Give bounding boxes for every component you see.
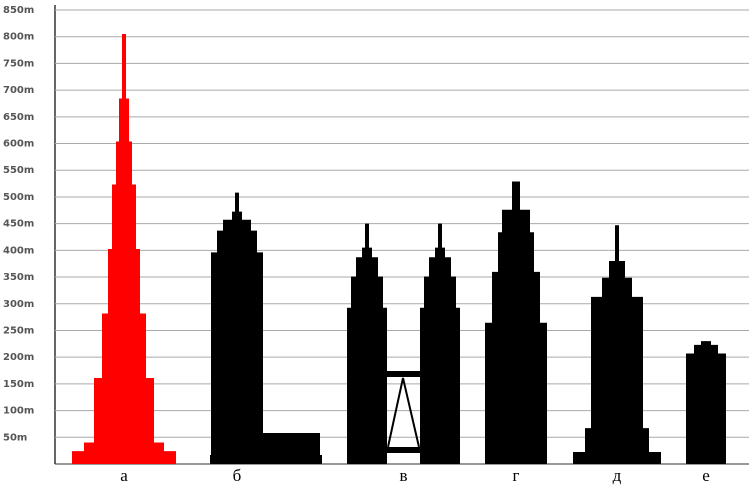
y-tick-label: 250m bbox=[3, 325, 34, 336]
x-tick-label: д bbox=[613, 466, 622, 485]
building bbox=[347, 224, 460, 464]
skybridge bbox=[385, 371, 422, 377]
chart: 50m 100m 150m 200m 250m 300m 350m 400m 450m 500m 5… bbox=[0, 0, 749, 486]
x-tick-label: а bbox=[120, 466, 128, 485]
skybridge-base bbox=[385, 447, 422, 453]
y-tick-label: 350m bbox=[3, 272, 34, 283]
y-tick-label: 50m bbox=[3, 432, 27, 443]
y-tick-label: 300m bbox=[3, 299, 34, 310]
x-tick-label: г bbox=[513, 466, 520, 485]
y-tick-label: 400m bbox=[3, 245, 34, 256]
x-tick-label: в bbox=[399, 466, 407, 485]
y-tick-label: 800m bbox=[3, 32, 34, 43]
building bbox=[686, 341, 726, 464]
y-tick-label: 750m bbox=[3, 58, 34, 69]
building bbox=[72, 34, 176, 464]
y-tick-label: 850m bbox=[3, 5, 34, 16]
y-tick-label: 700m bbox=[3, 85, 34, 96]
x-tick-label: е bbox=[702, 466, 710, 485]
y-tick-label: 450m bbox=[3, 219, 34, 230]
building bbox=[211, 193, 263, 464]
y-tick-label: 600m bbox=[3, 139, 34, 150]
skybridge-legs bbox=[388, 378, 419, 447]
y-tick-label: 150m bbox=[3, 379, 34, 390]
y-tick-label: 100m bbox=[3, 406, 34, 417]
y-tick-label: 650m bbox=[3, 112, 34, 123]
building bbox=[573, 225, 661, 464]
y-tick-label: 550m bbox=[3, 165, 34, 176]
x-tick-label: б bbox=[233, 466, 242, 485]
y-tick-label: 500m bbox=[3, 192, 34, 203]
y-tick-label: 200m bbox=[3, 352, 34, 363]
